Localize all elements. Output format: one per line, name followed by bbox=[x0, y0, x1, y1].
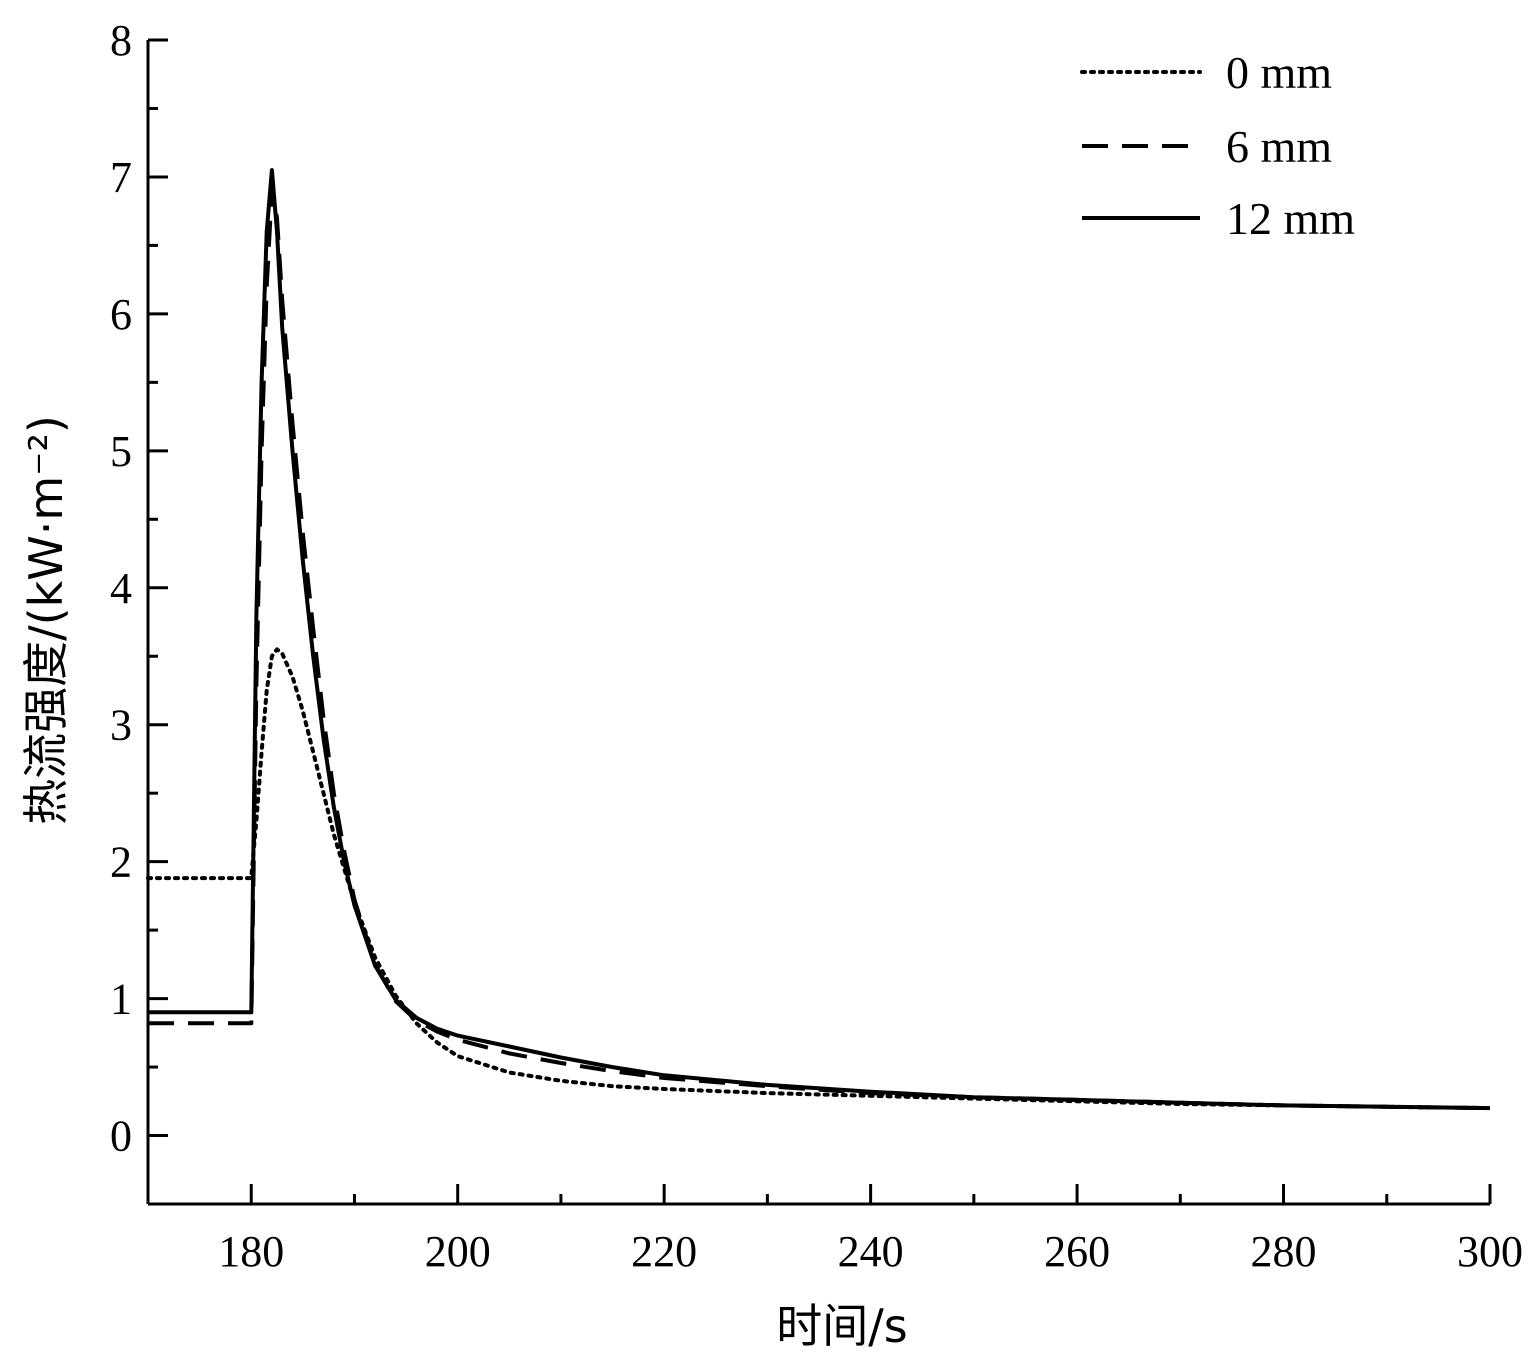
x-tick-label: 220 bbox=[631, 1227, 697, 1276]
y-tick-label: 5 bbox=[110, 427, 132, 476]
series-line-0 bbox=[146, 647, 1492, 1111]
legend-label-2: 12 mm bbox=[1226, 193, 1355, 244]
y-tick-label: 8 bbox=[110, 16, 132, 65]
legend-label-1: 6 mm bbox=[1226, 121, 1332, 172]
x-axis-title: 时间/s bbox=[776, 1299, 907, 1353]
legend: 0 mm 6 mm 12 mm bbox=[1080, 47, 1355, 244]
x-tick-label: 280 bbox=[1251, 1227, 1317, 1276]
y-tick-label: 4 bbox=[110, 564, 132, 613]
y-tick-label: 3 bbox=[110, 701, 132, 750]
x-tick-label: 300 bbox=[1457, 1227, 1523, 1276]
x-tick-label: 180 bbox=[218, 1227, 284, 1276]
tick-labels: 0 1 2 3 4 5 6 7 8 180 200 220 240 260 280 300 bbox=[110, 16, 1523, 1276]
series-line-1 bbox=[148, 188, 1491, 1111]
x-tick-label: 240 bbox=[838, 1227, 904, 1276]
y-tick-label: 1 bbox=[110, 975, 132, 1024]
y-tick-label: 0 bbox=[110, 1112, 132, 1161]
y-tick-label: 7 bbox=[110, 153, 132, 202]
y-axis-title: 热流强度/(kW·m⁻²) bbox=[19, 415, 73, 825]
x-tick-label: 200 bbox=[425, 1227, 491, 1276]
plot-lines bbox=[146, 168, 1492, 1111]
axes bbox=[146, 38, 1492, 1206]
y-tick-label: 2 bbox=[110, 838, 132, 887]
y-tick-label: 6 bbox=[110, 290, 132, 339]
series-line-2 bbox=[148, 168, 1491, 1111]
legend-label-0: 0 mm bbox=[1226, 47, 1332, 98]
x-tick-label: 260 bbox=[1044, 1227, 1110, 1276]
